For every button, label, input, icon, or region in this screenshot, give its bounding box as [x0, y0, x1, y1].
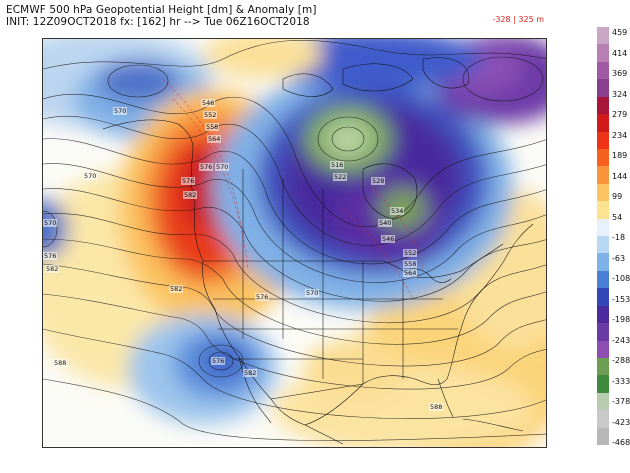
contour-label: 570 [83, 172, 98, 180]
colorbar-swatch [597, 392, 609, 411]
colorbar-swatch [597, 148, 609, 167]
colorbar-swatch [597, 114, 609, 132]
contour-label: 516 [330, 161, 345, 169]
map-title: ECMWF 500 hPa Geopotential Height [dm] &… [6, 4, 317, 16]
contour-label: 552 [203, 111, 218, 119]
colorbar-swatch [597, 323, 609, 341]
colorbar-swatch [597, 27, 609, 45]
colorbar-swatch [597, 44, 609, 63]
colorbar-tick-label: -468 [612, 438, 630, 447]
colorbar-tick-label: -423 [612, 417, 630, 427]
contour-label: 570 [43, 219, 58, 227]
colorbar-tick-label: 279 [612, 110, 628, 119]
colorbar-swatch [597, 183, 609, 202]
colorbar-swatch [597, 270, 609, 289]
colorbar-swatch [597, 218, 609, 237]
colorbar-tick-label: 459 [612, 28, 628, 37]
colorbar-tick-label: 144 [612, 171, 628, 181]
contour-label: 522 [333, 173, 348, 181]
contour-label: 540 [378, 219, 393, 227]
colorbar-swatch [597, 305, 609, 324]
colorbar-tick-label: -288 [612, 356, 630, 365]
init-forecast-time: INIT: 12Z09OCT2018 fx: [162] hr --> Tue … [6, 16, 310, 28]
anomaly-shading [43, 39, 546, 447]
map-canvas [43, 39, 546, 447]
colorbar-tick-label: 54 [612, 212, 623, 222]
colorbar-swatch [597, 375, 609, 394]
colorbar-tick-label: 189 [612, 151, 628, 160]
contour-label: 582 [243, 369, 258, 377]
colorbar-tick-label: 234 [612, 130, 628, 140]
colorbar-tick-label: 324 [612, 89, 628, 99]
colorbar-tick-label: -243 [612, 335, 630, 345]
colorbar-swatch [597, 79, 609, 98]
colorbar-swatch [597, 96, 609, 115]
colorbar-swatch [597, 357, 609, 376]
contour-label: 546 [201, 99, 216, 107]
contour-label: 576 [199, 163, 214, 171]
contour-label: 528 [371, 177, 386, 185]
contour-label: 534 [390, 207, 405, 215]
colorbar-swatch [597, 288, 609, 307]
contour-label: 570 [113, 107, 128, 115]
contour-label: 588 [429, 403, 444, 411]
contour-label: 576 [255, 293, 270, 301]
contour-label: 558 [205, 123, 220, 131]
contour-label: 552 [403, 249, 418, 257]
anomaly-colorbar [597, 27, 609, 446]
colorbar-swatch [597, 236, 609, 254]
colorbar-tick-label: -153 [612, 294, 630, 304]
colorbar-tick-label: -333 [612, 376, 630, 386]
contour-label: 546 [381, 235, 396, 243]
colorbar-swatch [597, 410, 609, 429]
colorbar-swatch [597, 253, 609, 272]
colorbar-swatch [597, 427, 609, 446]
colorbar-tick-label: -378 [612, 397, 630, 406]
contour-label: 576 [211, 357, 226, 365]
colorbar-swatch [597, 131, 609, 150]
contour-label: 582 [183, 191, 198, 199]
colorbar-swatch [597, 201, 609, 220]
colorbar-swatch [597, 340, 609, 359]
geopotential-anomaly-map: 546 552 558 564 570 576 570 576 582 570 … [42, 38, 547, 448]
colorbar-tick-label: 99 [612, 192, 623, 201]
contour-label: 576 [181, 177, 196, 185]
contour-label: 582 [45, 265, 60, 273]
contour-label: 564 [207, 135, 222, 143]
contour-label: 564 [403, 269, 418, 277]
contour-label: 588 [53, 359, 68, 367]
colorbar-tick-label: 414 [612, 48, 628, 58]
contour-label: 558 [403, 260, 418, 268]
colorbar-tick-label: 369 [612, 69, 628, 78]
contour-label: 570 [305, 289, 320, 297]
colorbar-swatch [597, 166, 609, 185]
colorbar-tick-label: -63 [612, 253, 626, 263]
colorbar-swatch [597, 61, 609, 80]
political-boundaries [102, 57, 534, 445]
contour-label: 576 [43, 252, 58, 260]
colorbar-tick-label: -198 [612, 315, 630, 324]
contour-label: 570 [215, 163, 230, 171]
anomaly-range: -328 | 325 m [492, 15, 544, 24]
colorbar-tick-label: -108 [612, 274, 630, 283]
colorbar-tick-label: -18 [612, 233, 626, 242]
contour-label: 582 [169, 285, 184, 293]
